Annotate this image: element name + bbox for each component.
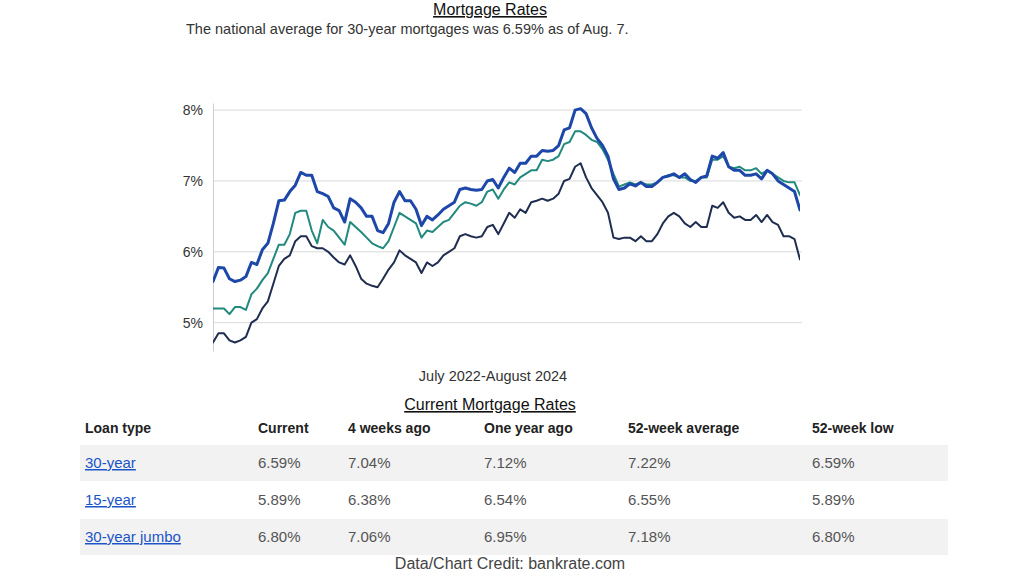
table-cell: 6.59% — [812, 454, 855, 471]
table-cell: 7.22% — [628, 454, 671, 471]
y-tick-label: 6% — [183, 244, 203, 260]
table-cell: 6.38% — [348, 491, 391, 508]
y-tick-label: 8% — [183, 102, 203, 118]
y-tick: 6% — [183, 244, 213, 260]
table-cell: 7.18% — [628, 528, 671, 545]
loan-type-link[interactable]: 30-year jumbo — [85, 528, 181, 545]
loan-type-link[interactable]: 30-year — [85, 454, 136, 471]
y-tick: 5% — [183, 315, 213, 331]
table-cell: 6.95% — [484, 528, 527, 545]
y-tick-label: 5% — [183, 315, 203, 331]
table-cell: 5.89% — [812, 491, 855, 508]
table-cell: 5.89% — [258, 491, 301, 508]
table-cell: 7.06% — [348, 528, 391, 545]
table-cell: 6.55% — [628, 491, 671, 508]
table-cell: 6.80% — [812, 528, 855, 545]
y-axis: 5% 6% 7% 8% — [183, 102, 214, 351]
y-tick: 8% — [183, 102, 213, 118]
grid-line — [213, 322, 802, 323]
table-cell: 7.04% — [348, 454, 391, 471]
loan-type-link[interactable]: 15-year — [85, 491, 136, 508]
grid-line — [213, 251, 802, 252]
table-cell: 6.80% — [258, 528, 301, 545]
table-header: 4 weeks ago — [348, 420, 431, 436]
series-line — [213, 109, 800, 282]
y-axis-line — [213, 104, 214, 352]
table-header: Current — [258, 420, 309, 436]
table-row-band — [80, 445, 948, 481]
series-line — [213, 163, 800, 342]
table-header: 52-week average — [628, 420, 740, 436]
table-header: 52-week low — [812, 420, 894, 436]
table-header: One year ago — [484, 420, 573, 436]
x-axis-title: July 2022-August 2024 — [419, 368, 567, 384]
table-cell: 7.12% — [484, 454, 527, 471]
table-cell: 6.54% — [484, 491, 527, 508]
page: Mortgage Rates The national average for 3… — [0, 0, 1024, 576]
table-row-band — [80, 519, 948, 555]
y-tick: 7% — [183, 173, 213, 189]
background — [0, 0, 1024, 576]
credit: Data/Chart Credit: bankrate.com — [395, 555, 625, 572]
table-title: Current Mortgage Rates — [404, 396, 576, 413]
chart-title: Mortgage Rates — [433, 1, 547, 18]
lines — [213, 109, 800, 343]
grid-line — [213, 180, 802, 181]
table-header: Loan type — [85, 420, 151, 436]
grid-line — [213, 110, 802, 111]
y-tick-label: 7% — [183, 173, 203, 189]
table: Current Mortgage Rates Loan type Current 4 … — [80, 396, 948, 555]
chart-subtitle: The national average for 30-year mortgag… — [186, 21, 629, 37]
table-cell: 6.59% — [258, 454, 301, 471]
